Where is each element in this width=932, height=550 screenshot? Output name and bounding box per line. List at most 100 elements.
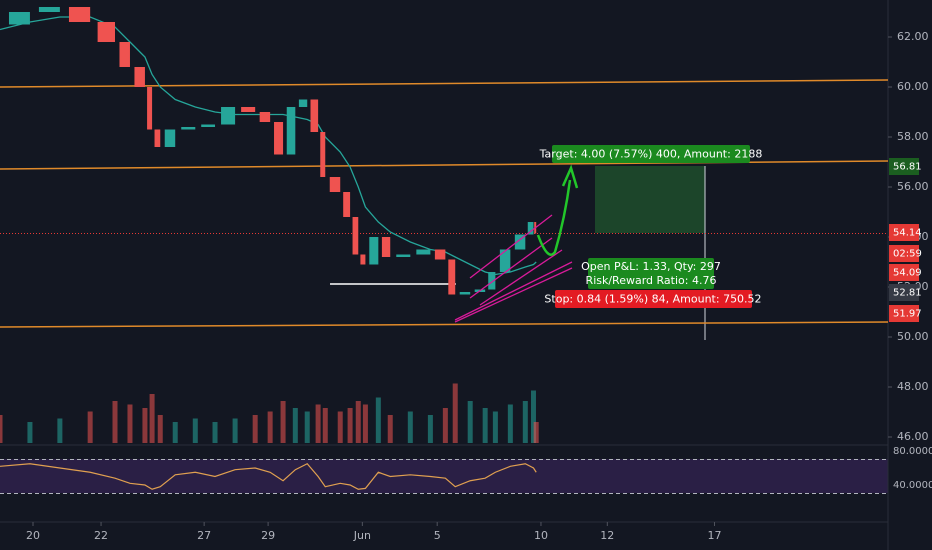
candle (201, 124, 216, 127)
candle (68, 7, 91, 22)
candle (259, 112, 271, 122)
volume-bar (407, 411, 413, 443)
x-tick-label: 20 (26, 529, 40, 542)
x-tick-label: 22 (94, 529, 108, 542)
candle (134, 67, 145, 87)
candle (154, 129, 161, 147)
candle (286, 107, 296, 155)
y-tick-label: 58.00 (897, 130, 929, 143)
volume-bar (157, 415, 163, 443)
volume-bar (387, 415, 393, 443)
price-badge-label: 56.81 (893, 162, 922, 173)
price-badge (889, 224, 919, 241)
candle (352, 217, 359, 255)
y-tick-label: 60.00 (897, 80, 929, 93)
volume-bar (280, 401, 286, 443)
candle (434, 249, 446, 260)
y-tick-label: 56.00 (897, 180, 929, 193)
candle (381, 237, 391, 257)
volume-bar (530, 390, 536, 443)
price-badge-label: 51.97 (893, 309, 922, 320)
volume-bar (112, 401, 118, 443)
candle (97, 22, 115, 42)
target-box (552, 145, 750, 163)
price-badge-label: 02:59 (893, 249, 922, 260)
volume-bar (507, 404, 513, 443)
trend-line (0, 79, 889, 88)
x-tick-label: 27 (197, 529, 211, 542)
volume-bar (315, 404, 321, 443)
volume-bar (172, 422, 178, 443)
candle (360, 254, 366, 265)
x-tick-label: 17 (707, 529, 721, 542)
volume-bar (452, 383, 458, 443)
candle (527, 222, 534, 235)
candle (514, 234, 526, 250)
candle (310, 99, 319, 132)
volume-bar (149, 394, 155, 443)
target-label: Target: 4.00 (7.57%) 400, Amount: 2188 (539, 148, 763, 161)
price-badge (889, 305, 919, 322)
x-tick-label: 5 (434, 529, 441, 542)
price-badge-label: 54.14 (893, 228, 922, 239)
volume-bar (322, 408, 328, 443)
candle (274, 122, 284, 155)
candle (448, 259, 456, 295)
candle (416, 249, 431, 255)
price-badge-label: 52.81 (893, 288, 922, 299)
volume-bar (232, 418, 238, 443)
rsi-tick-label: 80.0000 (893, 446, 932, 457)
price-badge (889, 245, 919, 262)
candle (241, 107, 256, 112)
y-tick-label: 48.00 (897, 380, 929, 393)
candle (369, 237, 379, 265)
volume-bar (522, 401, 528, 443)
volume-bar (212, 422, 218, 443)
volume-bar (292, 408, 298, 443)
stop-label: Stop: 0.84 (1.59%) 84, Amount: 750.52 (544, 293, 761, 306)
x-tick-label: 10 (534, 529, 548, 542)
candle (181, 127, 196, 130)
stop-box (555, 290, 752, 308)
channel (454, 214, 573, 323)
volume-bar (467, 401, 473, 443)
candle (221, 107, 236, 125)
x-tick-label: Jun (353, 529, 371, 542)
price-badge (889, 264, 919, 281)
price-badge (889, 158, 919, 175)
volume-bar (427, 415, 433, 443)
x-tick-label: 12 (600, 529, 614, 542)
volume-bar (337, 411, 343, 443)
target-zone (595, 166, 705, 233)
pnl-box (588, 258, 714, 289)
candle (329, 177, 341, 192)
candle (459, 292, 471, 295)
pnl-label: Open P&L: 1.33, Qty: 297 (581, 260, 721, 273)
volume-bar (492, 411, 498, 443)
y-tick-label: 50.00 (897, 330, 929, 343)
arrow (536, 179, 572, 256)
candle (499, 249, 511, 272)
trend-line (0, 321, 889, 328)
candle (488, 272, 496, 290)
volume-bar (347, 408, 353, 443)
y-tick-label: 62.00 (897, 30, 929, 43)
volume-bar (57, 418, 63, 443)
rsi-tick-label: 40.0000 (893, 480, 932, 491)
price-badge-label: 54.09 (893, 268, 922, 279)
rsi-line (0, 463, 537, 490)
candle (147, 87, 153, 130)
candle (320, 132, 326, 177)
volume-bar (0, 415, 3, 443)
candle (119, 42, 130, 67)
price-badge (889, 284, 919, 301)
volume-bar (267, 411, 273, 443)
volume-bar (127, 404, 133, 443)
candle (164, 129, 176, 147)
volume-bar (442, 408, 448, 443)
candle (38, 7, 60, 12)
volume-bar (355, 401, 361, 443)
rsi-band (0, 459, 888, 493)
volume-bar (192, 418, 198, 443)
